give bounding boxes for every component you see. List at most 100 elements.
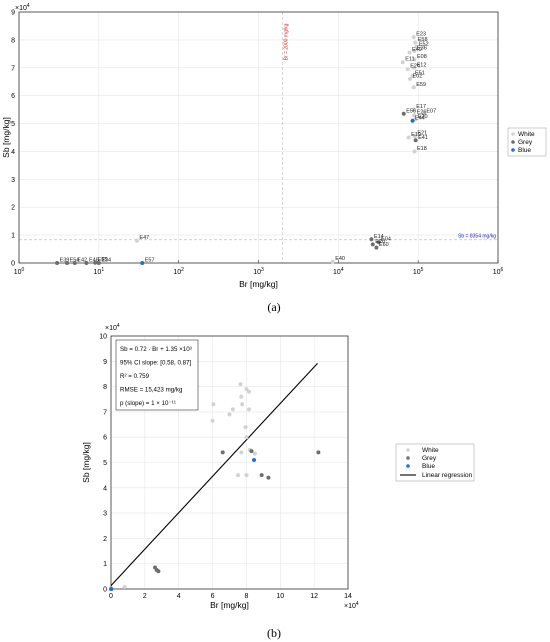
point-label: E21 [417, 131, 427, 137]
y-multiplier-b: ×104 [105, 323, 120, 332]
data-point [239, 450, 244, 455]
data-point [156, 569, 161, 574]
x-tick-label-b: 8 [244, 593, 248, 600]
ref-label-sb: Sb = 8354 mg/kg [458, 234, 496, 240]
x-tick-label-a: 101 [94, 267, 105, 276]
data-point [407, 50, 412, 55]
y-tick-label-a: 1 [11, 233, 15, 240]
data-point [96, 261, 101, 265]
data-point [109, 587, 114, 591]
y-tick-label-a: 0 [11, 261, 15, 268]
y-axis-label-a: Sb [mg/kg] [1, 117, 11, 158]
point-label: E42 [77, 258, 87, 264]
data-point [93, 260, 98, 265]
data-point [406, 135, 411, 140]
point-label: E24 [410, 64, 420, 70]
point-label: E20 [418, 114, 428, 120]
y-tick-label-a: 3 [11, 177, 15, 184]
data-point [65, 261, 70, 265]
data-point [401, 111, 406, 116]
data-point [410, 74, 415, 79]
x-tick-label-b: 6 [211, 593, 215, 600]
y-tick-label-b: 7 [103, 409, 107, 416]
point-label: E41 [418, 135, 428, 141]
point-label: E26 [417, 110, 427, 116]
point-label: E52 [419, 41, 429, 47]
point-label: E60 [379, 242, 389, 248]
point-label: E39 [60, 258, 70, 264]
data-point [413, 40, 418, 45]
stats-box [115, 339, 199, 411]
axes-box-b [110, 335, 349, 590]
legend-label-white: White [518, 131, 535, 138]
stat-line: R² = 0.759 [120, 373, 150, 380]
data-point [244, 435, 249, 440]
data-point [316, 450, 321, 455]
point-label: E44 [415, 115, 425, 121]
data-point [413, 138, 418, 143]
legend-label-blue: Blue [422, 463, 435, 470]
x-tick-label-a: 100 [14, 267, 25, 276]
y-tick-label-b: 2 [103, 536, 107, 543]
point-label: E20 [375, 239, 385, 245]
point-label: E34 [101, 258, 111, 264]
x-tick-label-b: 14 [344, 593, 352, 600]
stat-line: p (slope) = 1 × 10⁻¹¹ [120, 400, 176, 407]
data-point [244, 473, 249, 478]
point-label: E02 [412, 73, 422, 79]
caption-b: (b) [267, 626, 281, 640]
data-point [239, 394, 244, 399]
point-label: E56 [406, 108, 416, 114]
point-label: E49 [412, 47, 422, 53]
point-label: E40 [335, 256, 345, 262]
data-point [370, 242, 375, 247]
data-point [405, 67, 410, 72]
point-label: E36 [417, 46, 427, 52]
x-tick-label-b: 2 [143, 593, 147, 600]
x-tick-label-a: 102 [173, 267, 184, 276]
legend-marker-blue [406, 464, 410, 468]
data-point [411, 35, 416, 40]
data-point [421, 111, 426, 116]
point-label: E12 [417, 62, 427, 68]
y-multiplier-a: ×104 [15, 3, 30, 12]
caption-a: (a) [267, 300, 281, 314]
data-point [210, 418, 215, 423]
point-label: E18 [417, 146, 427, 152]
data-point [330, 259, 335, 264]
data-point [140, 261, 145, 265]
point-label: E19 [411, 132, 421, 138]
data-point [246, 389, 251, 394]
data-point [412, 134, 417, 139]
legend-label-grey: Grey [422, 455, 437, 462]
regression-line [110, 362, 318, 586]
y-tick-label-a: 7 [11, 65, 15, 72]
legend-marker-grey [511, 140, 515, 144]
y-tick-label-a: 9 [11, 10, 15, 17]
legend-marker-blue [511, 148, 515, 152]
point-label: E57 [145, 258, 155, 264]
y-tick-label-a: 4 [11, 149, 15, 156]
y-tick-label-b: 5 [103, 460, 107, 467]
legend-marker-white [406, 448, 410, 452]
legend-marker-white [511, 132, 515, 136]
legend-label-blue: Blue [518, 147, 531, 154]
data-point [246, 407, 251, 412]
y-tick-label-a: 2 [11, 205, 15, 212]
x-tick-label-b: 12 [310, 593, 318, 600]
point-label: E11 [405, 57, 414, 63]
point-label: E08 [417, 54, 427, 60]
y-tick-label-b: 6 [103, 435, 107, 442]
stat-line: RMSE = 15,423 mg/kg [120, 387, 183, 394]
legend-label-regression: Linear regression [422, 472, 473, 479]
data-point [400, 60, 405, 65]
x-axis-label-b: Br [mg/kg] [210, 600, 249, 610]
data-point [266, 475, 271, 480]
y-tick-label-b: 8 [103, 384, 107, 391]
point-label: E58 [418, 37, 428, 43]
y-tick-label-b: 9 [103, 359, 107, 366]
x-tick-label-b: 4 [177, 593, 181, 600]
point-label: E51 [415, 71, 425, 77]
